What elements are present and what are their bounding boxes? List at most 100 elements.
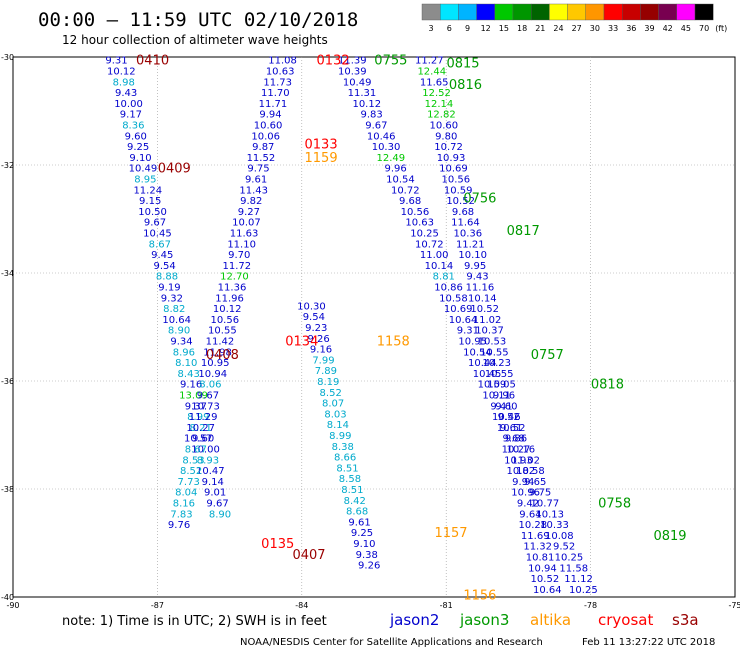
- wave-height-label: 9.15: [139, 196, 161, 207]
- wave-height-label: 9.96: [385, 164, 407, 175]
- wave-height-label: 10.52: [470, 304, 499, 315]
- wave-height-label: 9.43: [115, 88, 137, 99]
- wave-height-label: 10.58: [516, 466, 545, 477]
- wave-height-label: 10.60: [429, 121, 458, 132]
- y-tick-label: -36: [1, 377, 14, 386]
- wave-height-label: 8.14: [327, 420, 349, 431]
- wave-height-label: 9.34: [170, 337, 192, 348]
- wave-height-label: 9.65: [524, 477, 546, 488]
- track-cryosat: 11.0810.6311.7311.7011.719.9410.6010.069…: [168, 56, 297, 531]
- wave-height-label: 9.10: [129, 153, 151, 164]
- wave-height-label: 9.67: [144, 218, 166, 229]
- wave-height-label: 9.32: [161, 293, 183, 304]
- colorbar-swatch: [567, 3, 586, 21]
- wave-height-label: 8.21: [190, 423, 212, 434]
- wave-height-label: 12.49: [377, 153, 406, 164]
- colorbar-swatch: [603, 3, 623, 21]
- wave-height-label: 10.77: [531, 499, 560, 510]
- wave-height-label: 8.51: [341, 485, 363, 496]
- satellite-legend-item: cryosat: [598, 611, 653, 629]
- wave-height-label: 9.37: [185, 401, 207, 412]
- wave-height-label: 9.68: [502, 434, 524, 445]
- wave-height-label: 11.69: [521, 531, 550, 542]
- wave-height-label: 10.06: [251, 131, 280, 142]
- footer-note: note: 1) Time is in UTC; 2) SWH is in fe…: [62, 614, 327, 629]
- wave-height-label: 10.27: [186, 423, 215, 434]
- wave-height-label: 10.57: [184, 434, 213, 445]
- y-tick-label: -32: [1, 161, 14, 170]
- wave-height-label: 9.42: [517, 499, 539, 510]
- timestamp-text: Feb 11 13:27:22 UTC 2018: [582, 637, 715, 648]
- wave-height-label: 10.59: [444, 185, 473, 196]
- wave-height-label: 10.58: [439, 293, 468, 304]
- wave-height-label: 9.86: [505, 434, 527, 445]
- colorbar-swatch: [694, 3, 714, 21]
- wave-height-label: 8.42: [344, 496, 366, 507]
- track-jason2: 11.2712.4411.6512.5212.1412.8210.609.801…: [415, 56, 562, 596]
- x-tick-label: -87: [151, 601, 164, 610]
- wave-height-label: 7.99: [312, 355, 334, 366]
- wave-height-label: 10.14: [468, 293, 497, 304]
- colorbar-label: 30: [590, 24, 600, 33]
- wave-height-label: 10.49: [129, 164, 158, 175]
- colorbar-swatch: [421, 3, 441, 21]
- chart-subtitle: 12 hour collection of altimeter wave hei…: [62, 33, 328, 47]
- wave-height-label: 9.25: [127, 142, 149, 153]
- wave-height-label: 9.61: [500, 423, 522, 434]
- colorbar-label: 42: [663, 24, 673, 33]
- wave-height-label: 10.46: [367, 131, 396, 142]
- axis-ticks: -90 -87 -84 -81 -78 -75 -30 -32 -34 -36 -38 -40: [1, 53, 740, 610]
- wave-height-label: 8.53: [182, 455, 204, 466]
- colorbar-label: 12: [481, 24, 491, 33]
- wave-height-label: 9.75: [529, 488, 551, 499]
- wave-height-label: 9.68: [452, 207, 474, 218]
- wave-height-label: 11.98: [203, 347, 232, 358]
- wave-height-label: 10.25: [569, 585, 598, 596]
- wave-height-label: 10.46: [492, 412, 521, 423]
- wave-height-label: 8.82: [163, 304, 185, 315]
- pass-time-label: 1159: [305, 151, 338, 166]
- wave-height-label: 9.96: [493, 391, 515, 402]
- wave-height-label: 8.52: [180, 466, 202, 477]
- wave-height-label: 10.27: [502, 445, 531, 456]
- satellite-legend-item: s3a: [672, 611, 699, 629]
- pass-time-label: 0133: [305, 137, 338, 152]
- wave-height-label: 9.01: [204, 488, 226, 499]
- wave-height-label: 9.23: [305, 323, 327, 334]
- wave-height-label: 10.63: [266, 67, 295, 78]
- colorbar-swatch: [458, 3, 477, 21]
- wave-height-label: 9.60: [495, 401, 517, 412]
- wave-height-label: 10.45: [143, 229, 172, 240]
- wave-height-label: 10.12: [213, 304, 242, 315]
- wave-height-label: 10.72: [434, 142, 463, 153]
- wave-height-label: 9.60: [192, 434, 214, 445]
- wave-height-label: 9.38: [356, 550, 378, 561]
- wave-height-label: 8.19: [317, 377, 339, 388]
- wave-height-label: 10.60: [254, 121, 283, 132]
- wave-height-label: 10.53: [478, 337, 507, 348]
- colorbar-swatch: [640, 3, 659, 21]
- wave-height-label: 11.24: [133, 185, 162, 196]
- wave-height-label: 9.17: [120, 110, 142, 121]
- wave-height-label: 10.52: [446, 196, 475, 207]
- wave-height-label: 10.25: [410, 229, 439, 240]
- wave-height-label: 11.29: [189, 412, 218, 423]
- pass-time-label: 0819: [653, 529, 686, 544]
- satellite-legend: jason2 jason3 altika cryosat s3a: [389, 611, 699, 629]
- wave-height-label: 10.13: [535, 509, 564, 520]
- wave-height-label: 10.72: [415, 239, 444, 250]
- wave-height-label: 10.82: [506, 466, 535, 477]
- footer: note: 1) Time is in UTC; 2) SWH is in fe…: [62, 611, 715, 648]
- wave-height-label: 8.58: [339, 474, 361, 485]
- wave-height-label: 9.43: [466, 272, 488, 283]
- wave-height-label: 10.49: [343, 77, 372, 88]
- colorbar-swatch: [549, 3, 568, 21]
- wave-height-label: 10.59: [478, 380, 507, 391]
- wave-height-label: 10.12: [352, 99, 381, 110]
- grid-lines: [13, 57, 735, 597]
- wave-height-label: 9.76: [168, 520, 190, 531]
- pass-time-label: 1156: [463, 588, 496, 603]
- wave-height-label: 11.00: [420, 250, 449, 261]
- pass-time-label: 0407: [292, 548, 325, 563]
- pass-time-label: 0755: [374, 54, 407, 69]
